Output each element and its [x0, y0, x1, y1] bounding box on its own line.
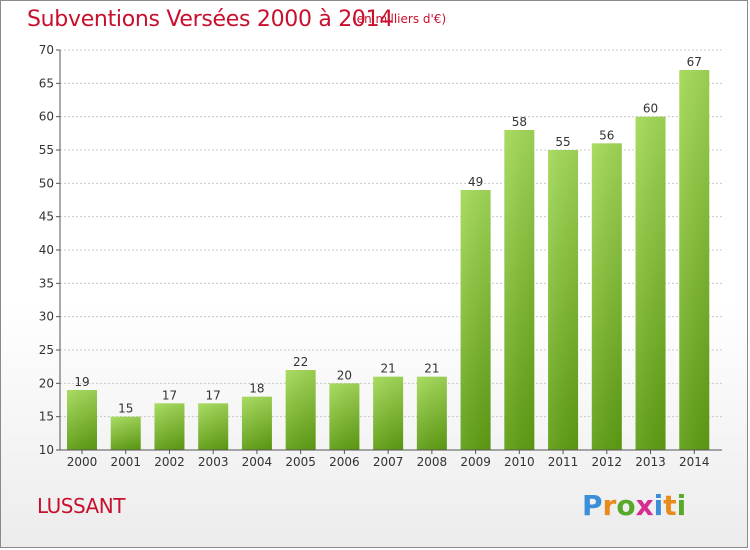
y-tick-label: 10: [39, 443, 54, 457]
x-tick-label: 2000: [67, 455, 98, 469]
y-tick-label: 30: [39, 310, 54, 324]
x-tick-label: 2006: [329, 455, 360, 469]
y-tick-label: 45: [39, 210, 54, 224]
data-label: 58: [512, 115, 527, 129]
bar-shade: [635, 116, 666, 451]
bar-shade: [241, 396, 272, 450]
bar-shade: [329, 383, 360, 450]
bars-group: 19 15 17 17 18 22 20 21 21 49 58 55 56 60 67: [67, 55, 710, 451]
data-label: 19: [74, 375, 89, 389]
x-tick-label: 2011: [548, 455, 579, 469]
x-tick-label: 2014: [679, 455, 710, 469]
y-tick-label: 55: [39, 143, 54, 157]
bar-shade: [373, 376, 404, 450]
data-label: 21: [380, 362, 395, 376]
x-tick-label: 2004: [242, 455, 273, 469]
bar-shade: [285, 370, 316, 450]
data-label: 55: [555, 135, 570, 149]
bar-shade: [198, 403, 229, 450]
data-label: 18: [249, 382, 264, 396]
x-tick-label: 2005: [285, 455, 316, 469]
y-tick-label: 60: [39, 110, 54, 124]
commune-name: LUSSANT: [37, 494, 125, 518]
y-tick-label: 40: [39, 243, 54, 257]
data-label: 60: [643, 102, 658, 116]
bar-shade: [504, 130, 535, 450]
x-tick-label: 2008: [417, 455, 448, 469]
x-tick-label: 2010: [504, 455, 535, 469]
x-tick-label: 2007: [373, 455, 404, 469]
bar-shade: [591, 143, 622, 451]
bar-shade: [67, 390, 97, 450]
data-label: 67: [687, 55, 702, 69]
proxiti-logo[interactable]: Proxiti: [582, 489, 687, 522]
bar-shade: [460, 190, 491, 450]
bar-shade: [110, 416, 141, 450]
data-label: 20: [337, 368, 352, 382]
data-label: 17: [162, 388, 177, 402]
y-tick-label: 65: [39, 76, 54, 90]
chart-subtitle: (en milliers d'€): [352, 12, 447, 26]
x-tick-label: 2001: [110, 455, 141, 469]
data-label: 15: [118, 402, 133, 416]
x-tick-label: 2003: [198, 455, 229, 469]
bar-shade: [548, 150, 579, 450]
bar-shade: [416, 376, 447, 450]
bar-shade: [154, 403, 185, 450]
axes-group: 10 15 20 25 30 35 40 45 50 55 60 65 70 2000 2001 2002 20…: [39, 43, 722, 469]
x-tick-label: 2009: [460, 455, 491, 469]
chart-title: Subventions Versées 2000 à 2014: [27, 7, 394, 32]
y-tick-label: 35: [39, 276, 54, 290]
data-label: 22: [293, 355, 308, 369]
x-tick-label: 2012: [592, 455, 623, 469]
y-tick-label: 70: [39, 43, 54, 57]
y-tick-label: 50: [39, 176, 54, 190]
y-tick-label: 20: [39, 376, 54, 390]
data-label: 49: [468, 175, 483, 189]
data-label: 21: [424, 362, 439, 376]
y-tick-label: 25: [39, 343, 54, 357]
x-tick-label: 2013: [635, 455, 666, 469]
bar-shade: [679, 70, 710, 450]
data-label: 56: [599, 128, 614, 142]
x-tick-label: 2002: [154, 455, 185, 469]
data-label: 17: [206, 388, 221, 402]
y-tick-label: 15: [39, 410, 54, 424]
